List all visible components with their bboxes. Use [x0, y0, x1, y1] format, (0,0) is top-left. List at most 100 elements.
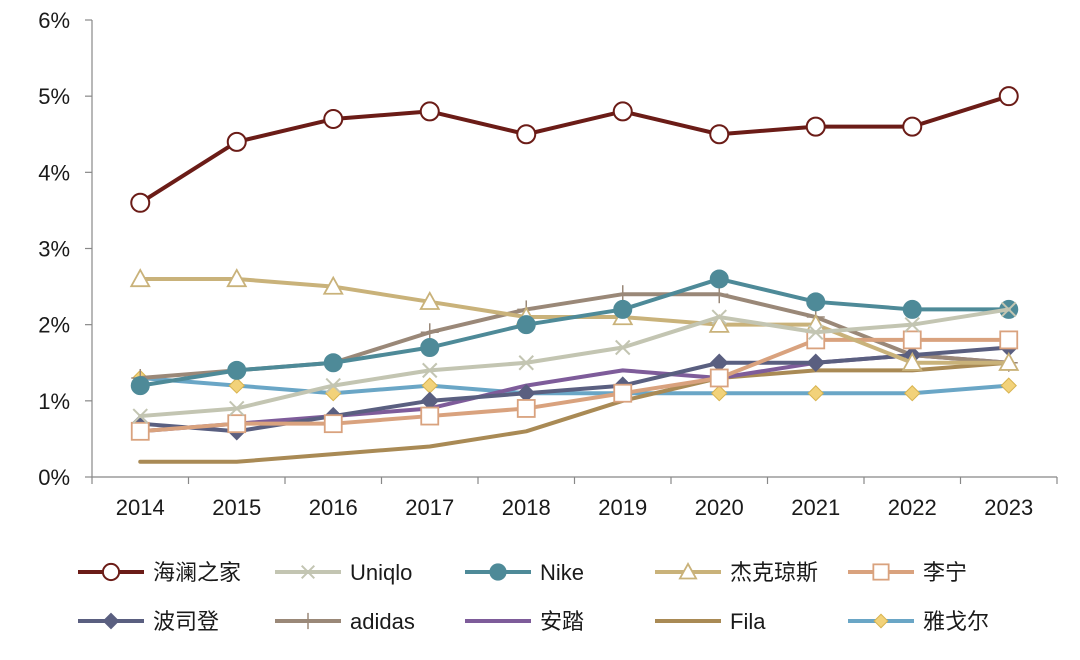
data-point-marker [102, 612, 120, 630]
y-tick-label: 6% [38, 8, 70, 33]
legend-label: adidas [350, 609, 415, 634]
data-point-marker [709, 269, 729, 289]
data-point-marker [805, 116, 826, 137]
x-tick-label: 2020 [695, 495, 744, 520]
legend-item-9: 雅戈尔 [848, 609, 989, 634]
data-point-marker [902, 299, 922, 319]
legend-item-1: Uniqlo [275, 560, 412, 585]
legend-item-7: 安踏 [465, 609, 584, 634]
x-tick-label: 2019 [598, 495, 647, 520]
data-point-marker [323, 109, 344, 130]
data-point-marker [420, 338, 440, 358]
data-point-marker [807, 385, 824, 402]
data-point-marker [613, 383, 633, 403]
data-point-marker [419, 290, 441, 310]
data-point-marker [130, 376, 150, 396]
x-tick-label: 2016 [309, 495, 358, 520]
data-point-marker [421, 377, 438, 394]
series-8 [138, 360, 1011, 464]
x-tick-label: 2014 [116, 495, 165, 520]
series-layer [129, 86, 1020, 464]
data-point-marker [904, 385, 921, 402]
data-point-marker [227, 360, 247, 380]
data-point-marker [709, 124, 730, 145]
data-point-marker [300, 564, 316, 580]
x-tick-label: 2021 [791, 495, 840, 520]
legend-item-2: Nike [465, 560, 584, 585]
series-4 [130, 330, 1019, 441]
legend-label: Uniqlo [350, 560, 412, 585]
data-point-marker [419, 101, 440, 122]
legend-item-8: Fila [655, 609, 766, 634]
data-point-marker [1001, 301, 1017, 318]
series-line [138, 94, 1011, 205]
data-point-marker [229, 400, 245, 417]
series-line [138, 307, 1011, 419]
data-point-marker [873, 613, 889, 629]
data-point-marker [516, 399, 536, 418]
legend-item-0: 海澜之家 [78, 560, 241, 585]
data-point-marker [902, 116, 923, 137]
legend-label: 雅戈尔 [923, 609, 989, 634]
data-point-marker [323, 353, 343, 373]
data-point-marker [130, 421, 150, 441]
legend-item-4: 李宁 [848, 560, 967, 585]
data-point-marker [901, 351, 923, 371]
x-tick-label: 2017 [405, 495, 454, 520]
data-point-marker [516, 315, 536, 335]
data-point-marker [613, 299, 633, 319]
x-tick-label: 2015 [212, 495, 261, 520]
data-point-marker [998, 86, 1019, 107]
data-point-marker [904, 316, 920, 333]
data-point-marker [711, 385, 728, 402]
data-point-marker [678, 562, 698, 580]
series-2 [130, 269, 1019, 396]
legend-item-6: adidas [275, 609, 415, 634]
data-point-marker [227, 414, 247, 434]
legend-label: 安踏 [540, 609, 584, 634]
x-tick-label: 2022 [888, 495, 937, 520]
y-tick-label: 1% [38, 389, 70, 414]
y-tick-label: 2% [38, 313, 70, 338]
data-point-marker [325, 377, 341, 394]
data-point-marker [322, 275, 344, 295]
data-point-marker [226, 131, 247, 152]
data-point-marker [902, 330, 922, 350]
legend-label: Nike [540, 560, 584, 585]
legend-label: 波司登 [153, 609, 219, 634]
legend-item-3: 杰克琼斯 [655, 560, 818, 585]
data-point-marker [709, 368, 729, 388]
x-tick-label: 2018 [502, 495, 551, 520]
data-point-marker [808, 324, 824, 340]
legend-label: 海澜之家 [153, 560, 241, 585]
y-tick-label: 5% [38, 84, 70, 109]
legend-item-5: 波司登 [78, 609, 219, 634]
data-point-marker [226, 268, 248, 288]
data-point-marker [422, 362, 438, 379]
data-point-marker [1000, 377, 1017, 394]
data-point-marker [806, 353, 825, 372]
series-9 [132, 369, 1017, 402]
series-line [138, 375, 1011, 396]
data-point-marker [130, 192, 151, 213]
data-point-marker [228, 377, 245, 394]
data-point-marker [998, 351, 1020, 371]
data-point-marker [101, 562, 121, 582]
data-point-marker [132, 408, 148, 424]
y-tick-label: 0% [38, 465, 70, 490]
series-line [138, 360, 1011, 464]
data-point-marker [999, 330, 1019, 350]
data-point-marker [708, 313, 730, 333]
data-point-marker [806, 292, 826, 312]
data-point-marker [612, 101, 633, 122]
series-1 [132, 301, 1017, 424]
data-point-marker [516, 124, 537, 145]
data-point-marker [615, 339, 631, 356]
data-point-marker [711, 309, 727, 325]
x-tick-label: 2023 [984, 495, 1033, 520]
series-line [138, 337, 1011, 434]
legend-label: Fila [730, 609, 766, 634]
data-point-marker [489, 563, 507, 581]
